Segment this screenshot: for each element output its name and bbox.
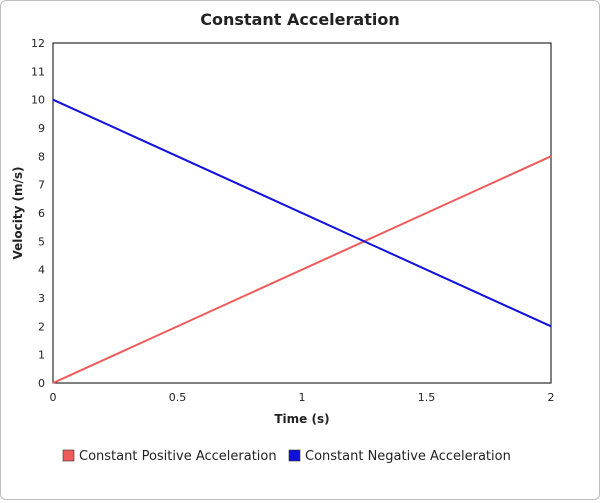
x-axis-ticks: 0 0.5 1 1.5 2	[50, 391, 555, 404]
y-axis-label: Velocity (m/s)	[11, 166, 25, 259]
y-tick-label: 7	[38, 179, 45, 192]
legend-label: Constant Positive Acceleration	[79, 449, 277, 464]
y-tick-label: 4	[38, 264, 45, 277]
x-tick-label: 0	[50, 391, 57, 404]
series-line-2	[52, 98, 552, 328]
legend-item-2: Constant Negative Acceleration	[288, 449, 511, 464]
series-line-1	[52, 155, 552, 384]
y-tick-label: 0	[38, 377, 45, 390]
y-tick-label: 5	[38, 235, 45, 248]
x-tick-label: 1.5	[418, 391, 436, 404]
x-axis-label: Time (s)	[274, 412, 329, 426]
legend-swatch	[62, 449, 75, 462]
x-tick-label: 0.5	[169, 391, 187, 404]
y-tick-label: 12	[31, 37, 45, 50]
y-tick-label: 10	[31, 94, 45, 107]
y-tick-label: 1	[38, 349, 45, 362]
y-tick-label: 11	[31, 65, 45, 78]
chart-title: Constant Acceleration	[200, 10, 399, 29]
x-tick-label: 1	[299, 391, 306, 404]
y-tick-label: 6	[38, 207, 45, 220]
y-tick-label: 8	[38, 150, 45, 163]
legend-label: Constant Negative Acceleration	[305, 449, 511, 464]
legend: Constant Positive Acceleration Constant N…	[62, 449, 511, 464]
legend-swatch	[288, 449, 301, 462]
legend-item-1: Constant Positive Acceleration	[62, 449, 277, 464]
series-lines	[52, 98, 552, 384]
x-tick-label: 2	[548, 391, 555, 404]
y-tick-label: 9	[38, 122, 45, 135]
y-tick-label: 3	[38, 292, 45, 305]
y-tick-label: 2	[38, 320, 45, 333]
